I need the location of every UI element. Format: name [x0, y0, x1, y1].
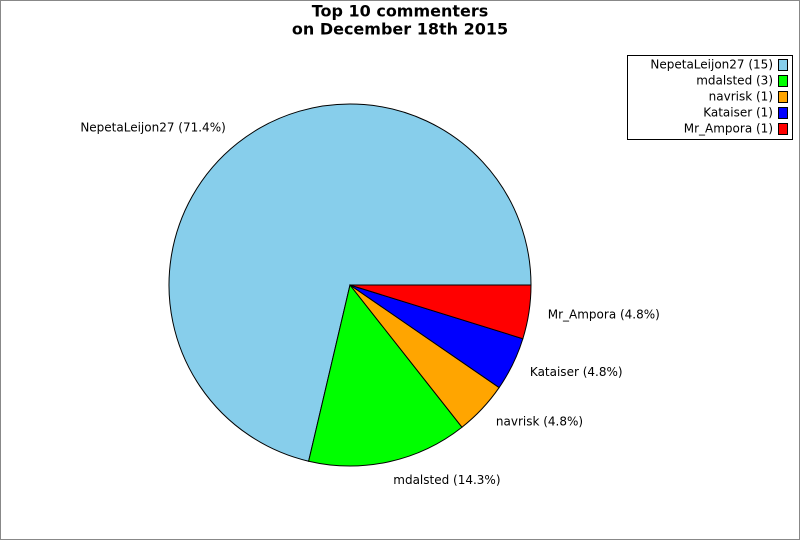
slice-label: Kataiser (4.8%): [530, 365, 623, 379]
legend-label: navrisk (1): [709, 90, 773, 104]
legend-swatch: [778, 91, 788, 103]
legend-swatch: [778, 75, 788, 87]
chart-subtitle: on December 18th 2015: [292, 20, 508, 39]
legend-label: NepetaLeijon27 (15): [650, 58, 773, 72]
legend-swatch: [778, 107, 788, 119]
pie-slice: [168, 103, 532, 462]
pie-slice: [308, 283, 463, 467]
legend-swatch: [778, 123, 788, 135]
slice-label: mdalsted (14.3%): [393, 473, 500, 487]
legend-box: [627, 55, 793, 140]
legend-label: Mr_Ampora (1): [684, 122, 773, 136]
slice-label: NepetaLeijon27 (71.4%): [80, 121, 225, 135]
slice-label: navrisk (4.8%): [496, 414, 583, 428]
legend-label: mdalsted (3): [696, 74, 773, 88]
chart-title: Top 10 commenters: [312, 2, 489, 21]
slice-label: Mr_Ampora (4.8%): [548, 308, 660, 322]
legend-label: Kataiser (1): [703, 106, 773, 120]
legend-swatch: [778, 59, 788, 71]
pie-slice: [349, 284, 532, 340]
